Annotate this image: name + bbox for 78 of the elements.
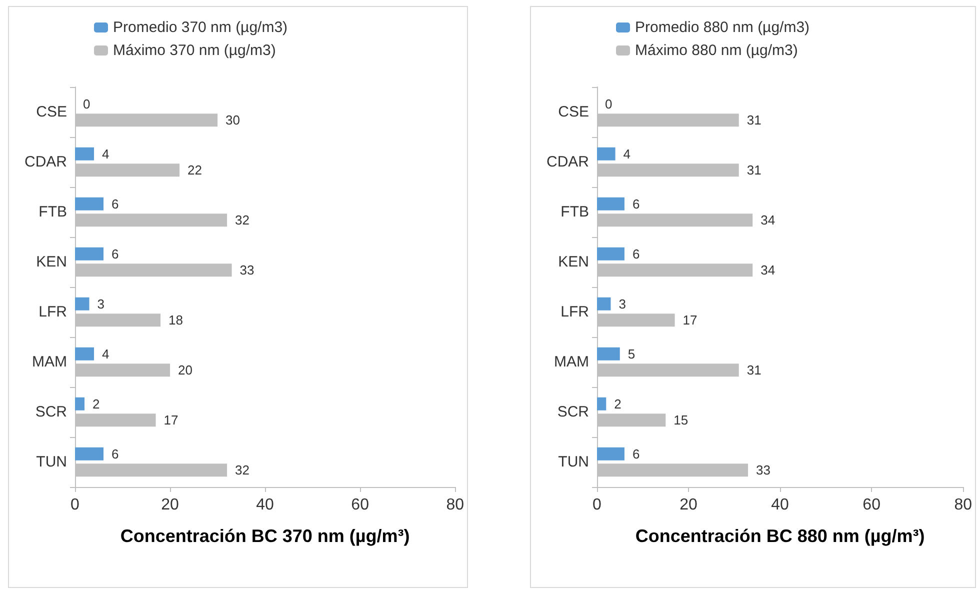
y-tick-label: MAM [32, 354, 67, 370]
x-tick-label: 60 [351, 496, 370, 514]
data-label: 31 [746, 162, 762, 178]
data-label: 3 [618, 296, 626, 312]
data-label: 34 [760, 262, 776, 278]
data-label: 17 [164, 412, 178, 428]
bar [75, 147, 94, 160]
legend-label: Máximo 370 nm (µg/m3) [113, 42, 276, 59]
y-tick-label: LFR [560, 304, 590, 320]
data-label: 4 [623, 146, 631, 162]
bar [75, 397, 85, 410]
data-label: 6 [632, 446, 640, 462]
legend-label: Máximo 880 nm (µg/m3) [635, 42, 798, 59]
data-label: 22 [188, 162, 202, 178]
data-label: 2 [92, 396, 100, 412]
data-label: 31 [746, 112, 762, 128]
data-label: 6 [632, 196, 640, 212]
data-label: 33 [240, 262, 254, 278]
y-tick-label: CSE [36, 104, 67, 120]
x-tick-label: 0 [592, 496, 602, 514]
y-tick-label: MAM [554, 354, 589, 370]
legend-label: Promedio 370 nm (µg/m3) [113, 19, 288, 36]
bar [75, 197, 104, 210]
data-label: 32 [235, 462, 250, 478]
y-tick-label: SCR [35, 404, 68, 420]
data-label: 6 [632, 246, 640, 262]
y-tick-label: KEN [558, 254, 589, 270]
x-tick-label: 60 [862, 496, 881, 514]
x-tick-label: 80 [954, 496, 972, 514]
data-label: 15 [674, 412, 688, 428]
data-label: 20 [178, 362, 192, 378]
bar [75, 247, 104, 260]
data-label: 5 [628, 346, 636, 362]
y-tick-label: CSE [558, 104, 589, 120]
x-tick-label: 40 [771, 496, 790, 514]
bar [75, 447, 104, 460]
data-label: 33 [756, 462, 770, 478]
bar [597, 397, 606, 410]
x-tick-label: 0 [70, 496, 80, 514]
bar [597, 347, 620, 360]
data-label: 32 [235, 212, 250, 228]
x-axis-title: Concentración BC 880 nm (µg/m³) [635, 526, 925, 546]
data-label: 30 [226, 112, 240, 128]
y-tick-label: CDAR [546, 154, 590, 170]
data-label: 0 [605, 96, 612, 112]
y-tick-label: KEN [36, 254, 67, 270]
y-tick-label: LFR [38, 304, 68, 320]
y-tick-label: TUN [558, 454, 589, 470]
data-label: 4 [102, 346, 110, 362]
bar [597, 197, 624, 210]
data-label: 6 [112, 246, 119, 262]
data-label: 4 [102, 146, 110, 162]
legend-label: Promedio 880 nm (µg/m3) [635, 19, 810, 36]
bar [597, 447, 624, 460]
y-tick-label: SCR [557, 404, 590, 420]
bar [597, 147, 616, 160]
y-tick-label: FTB [560, 204, 589, 220]
data-label: 18 [168, 312, 183, 328]
x-tick-label: 20 [161, 496, 180, 514]
y-tick-label: CDAR [24, 154, 68, 170]
y-tick-label: TUN [36, 454, 67, 470]
bar [75, 297, 90, 310]
data-label: 17 [682, 312, 698, 328]
x-tick-label: 20 [680, 496, 698, 514]
data-label: 6 [112, 446, 119, 462]
data-label: 3 [97, 296, 104, 312]
x-axis-title: Concentración BC 370 nm (µg/m³) [120, 526, 410, 546]
bar [597, 297, 611, 310]
x-tick-label: 80 [446, 496, 464, 514]
x-tick-label: 40 [256, 496, 274, 514]
data-label: 6 [112, 196, 119, 212]
data-label: 34 [760, 212, 776, 228]
y-tick-label: FTB [38, 204, 67, 220]
bar [75, 347, 94, 360]
data-label: 2 [614, 396, 622, 412]
bar [597, 247, 624, 260]
data-label: 0 [83, 96, 90, 112]
data-label: 31 [746, 362, 762, 378]
